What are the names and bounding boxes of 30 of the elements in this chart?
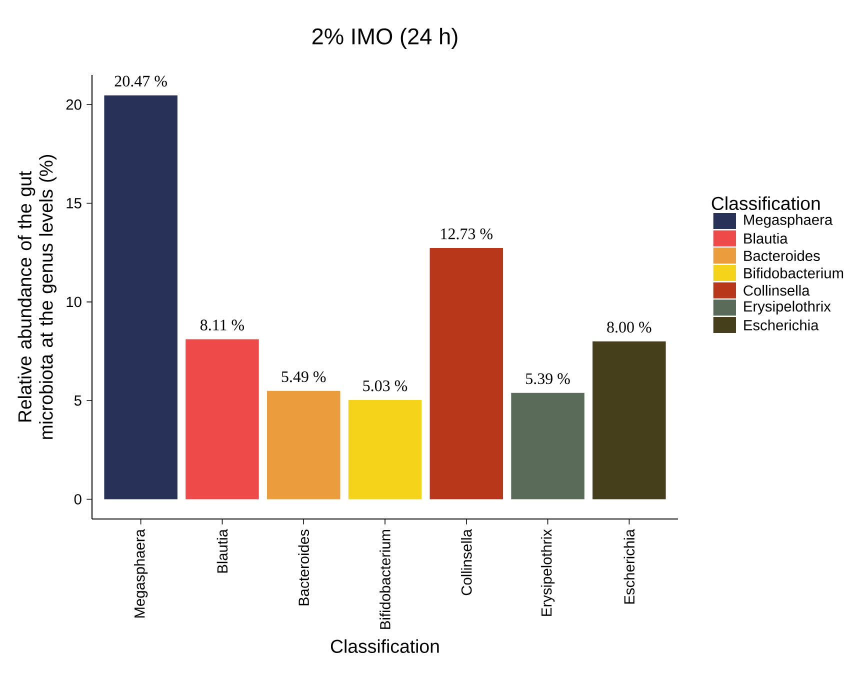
y-tick-label: 20 bbox=[66, 99, 82, 110]
category-label: Bacteroides bbox=[744, 250, 820, 262]
y-axis-title: Relative abundance of the gut microbiota at the genus levels (%) bbox=[18, 155, 56, 439]
category-label: Bifidobacterium bbox=[744, 268, 844, 278]
x-tick-label: Bacteroides bbox=[298, 530, 310, 606]
data-label: 12.73 % bbox=[441, 228, 492, 240]
x-tick-label: Erysipelothrix bbox=[540, 529, 555, 616]
data-label: 5.03 % bbox=[363, 380, 408, 392]
x-tick-label: Blautia bbox=[216, 529, 228, 573]
x-tick-label: Escherichia bbox=[624, 529, 635, 604]
category-label: Collinsella bbox=[744, 284, 810, 296]
y-tick-label: 10 bbox=[66, 296, 82, 308]
data-label: 5.49 % bbox=[282, 371, 326, 382]
category-label: Blautia bbox=[744, 232, 788, 244]
x-tick-label: Megasphaera bbox=[134, 529, 148, 618]
chart-title: 2% IMO (24 h) bbox=[312, 28, 458, 49]
x-tick-label: Bifidobacterium bbox=[380, 530, 390, 629]
data-label: 8.00 % bbox=[607, 322, 652, 333]
legend-title: Classification bbox=[712, 196, 820, 210]
y-tick-label: 0 bbox=[74, 494, 82, 504]
x-tick-label: Collinsella bbox=[461, 529, 472, 596]
data-label: 5.39 % bbox=[526, 373, 570, 384]
y-tick-label: 5 bbox=[74, 395, 82, 406]
x-axis-title: Classification bbox=[330, 639, 439, 653]
y-tick-label: 15 bbox=[66, 198, 82, 208]
category-label: Megasphaera bbox=[744, 214, 833, 228]
category-label: Erysipelothrix bbox=[744, 300, 831, 314]
category-label: Escherichia bbox=[744, 320, 819, 330]
data-label: 20.47 % bbox=[114, 76, 167, 87]
data-label: 8.11 % bbox=[200, 320, 244, 331]
